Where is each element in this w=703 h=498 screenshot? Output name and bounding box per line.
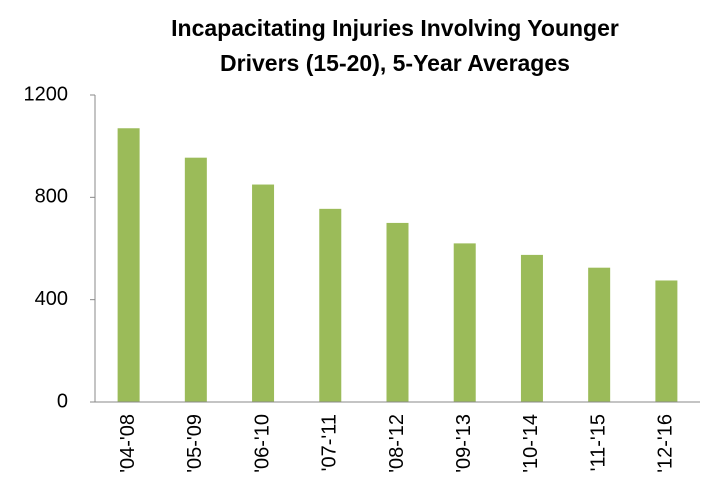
y-tick-label: 400 xyxy=(35,288,68,310)
chart-title: Drivers (15-20), 5-Year Averages xyxy=(220,50,570,76)
x-tick-label: '11-'15 xyxy=(587,414,609,471)
bar xyxy=(252,184,275,402)
bar xyxy=(184,157,207,402)
x-tick-label: '07-'11 xyxy=(319,414,341,471)
x-tick-label: '05-'09 xyxy=(184,414,206,473)
bar xyxy=(117,128,140,402)
bar xyxy=(520,254,543,402)
x-tick-label: '12-'16 xyxy=(655,414,677,473)
y-tick-label: 800 xyxy=(35,186,68,208)
x-tick-label: '10-'14 xyxy=(520,414,542,473)
y-tick-label: 1200 xyxy=(24,83,69,105)
bar xyxy=(386,222,409,402)
x-tick-label: '09-'13 xyxy=(453,414,475,473)
bar xyxy=(453,243,476,402)
y-tick-label: 0 xyxy=(57,390,68,412)
x-tick-label: '06-'10 xyxy=(251,414,273,473)
bar xyxy=(588,267,611,402)
chart-title: Incapacitating Injuries Involving Younge… xyxy=(171,15,619,41)
x-tick-label: '04-'08 xyxy=(117,414,139,473)
bar xyxy=(319,208,342,402)
bar xyxy=(655,280,678,402)
x-tick-label: '08-'12 xyxy=(386,414,408,473)
